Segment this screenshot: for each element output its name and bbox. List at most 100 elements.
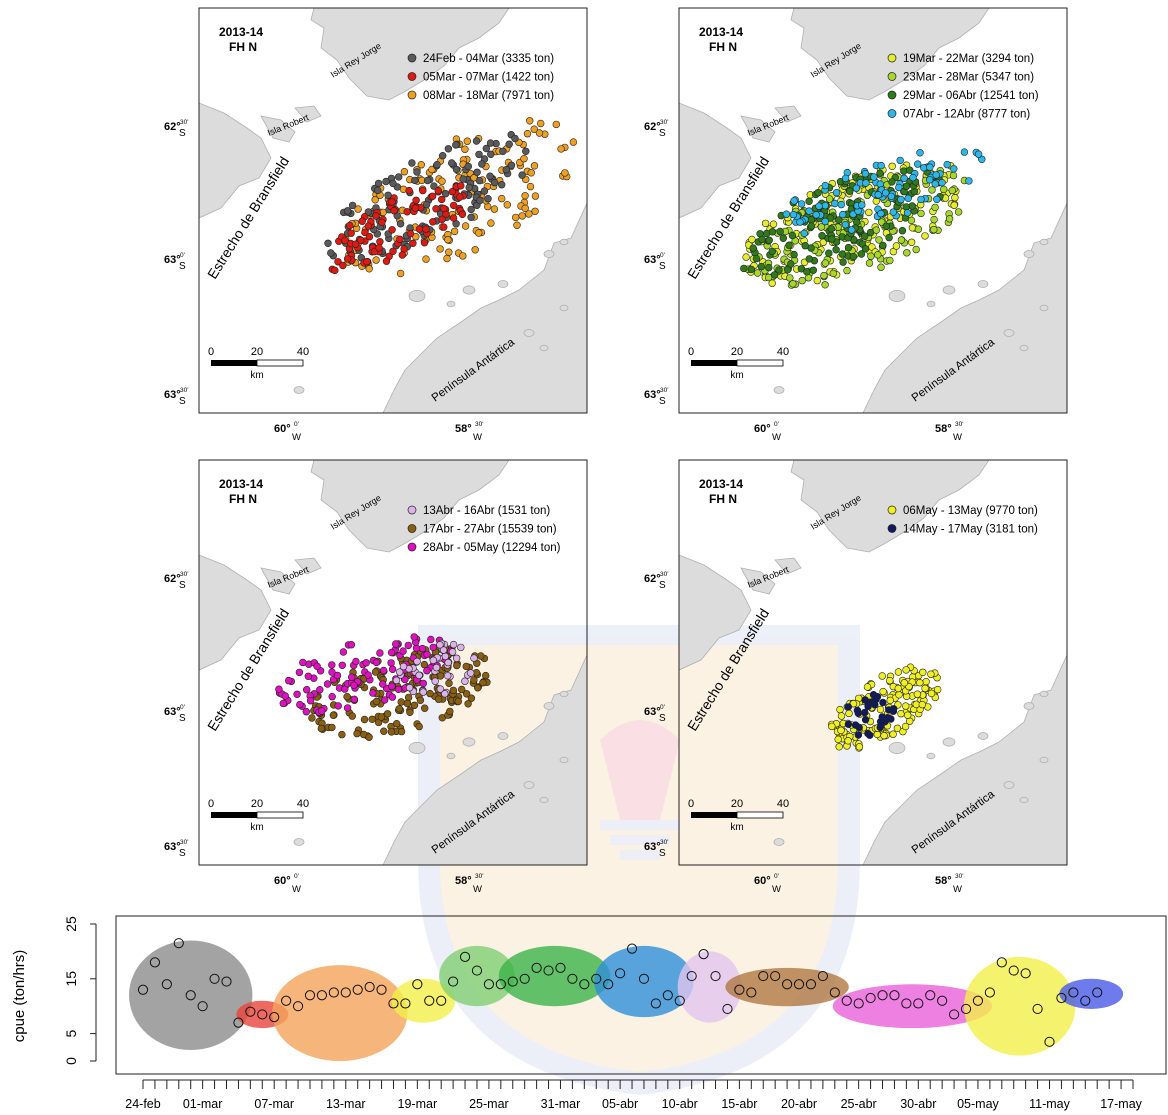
scale-label-40: 40 (777, 798, 789, 810)
longitude-minutes: 30' (955, 421, 963, 428)
scale-unit: km (730, 822, 743, 833)
isla-rey-jorge-land (310, 460, 510, 553)
panel-subtitle: FH N (709, 40, 737, 54)
catch-point (838, 250, 847, 258)
legend-label: 17Abr - 27Abr (15539 ton) (423, 524, 557, 536)
catch-point (478, 160, 486, 168)
catch-point (861, 232, 869, 240)
longitude-label: 60° (274, 423, 291, 435)
catch-point (879, 241, 887, 250)
catch-point (898, 227, 907, 235)
catch-point (423, 650, 431, 659)
catch-point (821, 217, 829, 226)
panel-subtitle: FH N (229, 492, 257, 506)
catch-point (825, 195, 834, 203)
catch-point (520, 155, 528, 163)
longitude-hemisphere: W (473, 432, 482, 443)
islet-land (888, 289, 906, 302)
catch-point (454, 697, 462, 706)
catch-point (916, 679, 924, 687)
islet-land (888, 741, 906, 754)
catch-point (426, 689, 434, 698)
cpue-point (1092, 987, 1103, 998)
catch-points (275, 633, 491, 741)
longitude-hemisphere: W (953, 884, 962, 895)
legend-label: 19Mar - 22Mar (3294 ton) (903, 53, 1034, 65)
catch-point (841, 221, 850, 229)
islet-land (977, 280, 989, 288)
catch-point (346, 221, 354, 230)
catch-point (378, 218, 386, 227)
islet-land (559, 238, 569, 246)
catch-point (908, 202, 916, 210)
catch-point (388, 198, 396, 206)
isla-robert-land (679, 554, 752, 671)
catch-point (452, 141, 460, 149)
cpue-point (292, 1001, 304, 1012)
cpue-point (197, 1001, 208, 1012)
scale-label-0: 0 (208, 346, 214, 358)
catch-point (900, 167, 908, 175)
y-axis-label: cpue (ton/hrs) (11, 950, 28, 1043)
catch-point (462, 690, 471, 698)
catch-point (434, 695, 443, 703)
catch-point (379, 666, 388, 675)
catch-point (803, 268, 811, 276)
scale-bar-light (256, 811, 304, 819)
catch-point (809, 266, 818, 274)
catch-point (339, 648, 348, 656)
catch-point (846, 187, 854, 195)
islet-land (559, 304, 569, 312)
isla-robert-land (679, 102, 752, 219)
catch-point (413, 168, 421, 176)
catch-point (894, 668, 903, 676)
islet-land (408, 289, 426, 302)
catch-point (950, 165, 958, 173)
catch-point (779, 234, 788, 243)
catch-point (308, 714, 316, 722)
catch-point (837, 712, 846, 720)
catch-point (449, 686, 458, 695)
legend-marker (407, 53, 417, 63)
catch-point (406, 229, 415, 238)
catch-point (826, 214, 835, 222)
catch-point (438, 215, 446, 224)
catch-point (886, 256, 894, 265)
latitude-minutes: 30' (660, 571, 668, 578)
catch-point (427, 635, 435, 644)
latitude-label: 62° (164, 573, 181, 585)
cpue-point (340, 987, 351, 998)
catch-point (347, 641, 356, 649)
catch-point (439, 152, 447, 160)
catch-point (844, 243, 853, 252)
catch-point (411, 176, 419, 185)
latitude-minutes: 30' (660, 119, 668, 126)
catch-point (768, 228, 777, 236)
catch-point (921, 232, 929, 240)
period-group-ellipse (391, 978, 456, 1023)
cpue-point (304, 990, 316, 1001)
cpue-point (662, 990, 673, 1001)
legend-marker (887, 524, 897, 533)
catch-point (388, 665, 397, 674)
catch-point (753, 269, 762, 277)
period-group-ellipse (963, 956, 1076, 1056)
islet-land (497, 280, 509, 288)
catch-point (397, 727, 406, 736)
scale-label-40: 40 (297, 346, 309, 358)
catch-point (441, 690, 449, 698)
catch-point (327, 249, 335, 257)
latitude-minutes: 0' (660, 252, 665, 259)
cpue-point (853, 998, 864, 1009)
legend-label: 06May - 13May (9770 ton) (903, 505, 1038, 517)
scale-unit: km (730, 370, 743, 381)
isla-rey-jorge-land (790, 460, 990, 553)
catch-point (921, 684, 929, 693)
catch-point (805, 255, 814, 263)
catch-point (480, 187, 489, 195)
catch-point (452, 654, 461, 663)
catch-point (748, 235, 756, 244)
